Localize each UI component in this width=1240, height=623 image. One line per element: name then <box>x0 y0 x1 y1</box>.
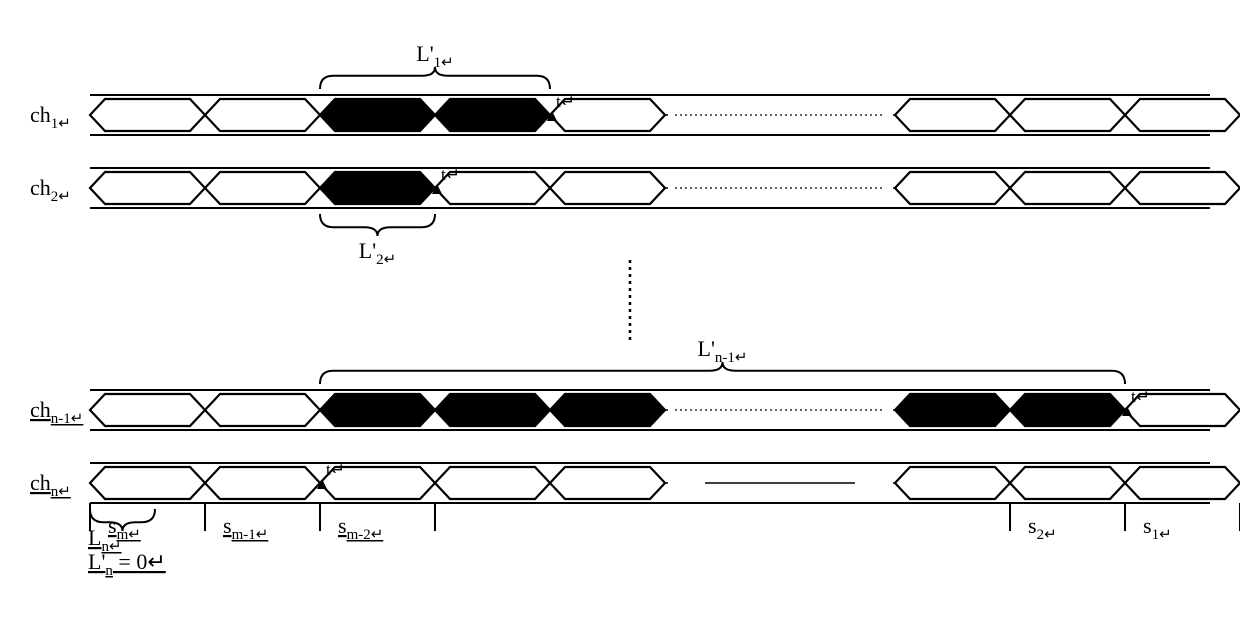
channel-label-ch1: ch1↵ <box>30 102 71 132</box>
svg-text:t↵: t↵ <box>326 460 345 479</box>
svg-text:s2↵: s2↵ <box>1028 513 1057 543</box>
svg-text:L'n = 0↵: L'n = 0↵ <box>88 549 166 579</box>
svg-text:sm-1↵: sm-1↵ <box>223 513 268 543</box>
svg-text:L'n-1↵: L'n-1↵ <box>698 336 748 366</box>
svg-text:L'1↵: L'1↵ <box>416 41 453 71</box>
svg-text:L'2↵: L'2↵ <box>359 238 396 268</box>
svg-text:t↵: t↵ <box>556 92 575 111</box>
channel-label-ch2: ch2↵ <box>30 175 71 205</box>
svg-text:s1↵: s1↵ <box>1143 513 1172 543</box>
channel-label-chn-1: chn-1↵ <box>30 397 83 427</box>
svg-text:t↵: t↵ <box>441 165 460 184</box>
channel-label-chn: chn↵ <box>30 470 71 500</box>
svg-text:t↵: t↵ <box>1131 387 1150 406</box>
svg-text:sm-2↵: sm-2↵ <box>338 513 383 543</box>
timing-diagram: ch1↵ t↵ L'1↵ ch2↵ t↵ L'2↵ chn-1↵ t↵ L'n-1↵ chn↵ t↵… <box>10 10 1240 613</box>
